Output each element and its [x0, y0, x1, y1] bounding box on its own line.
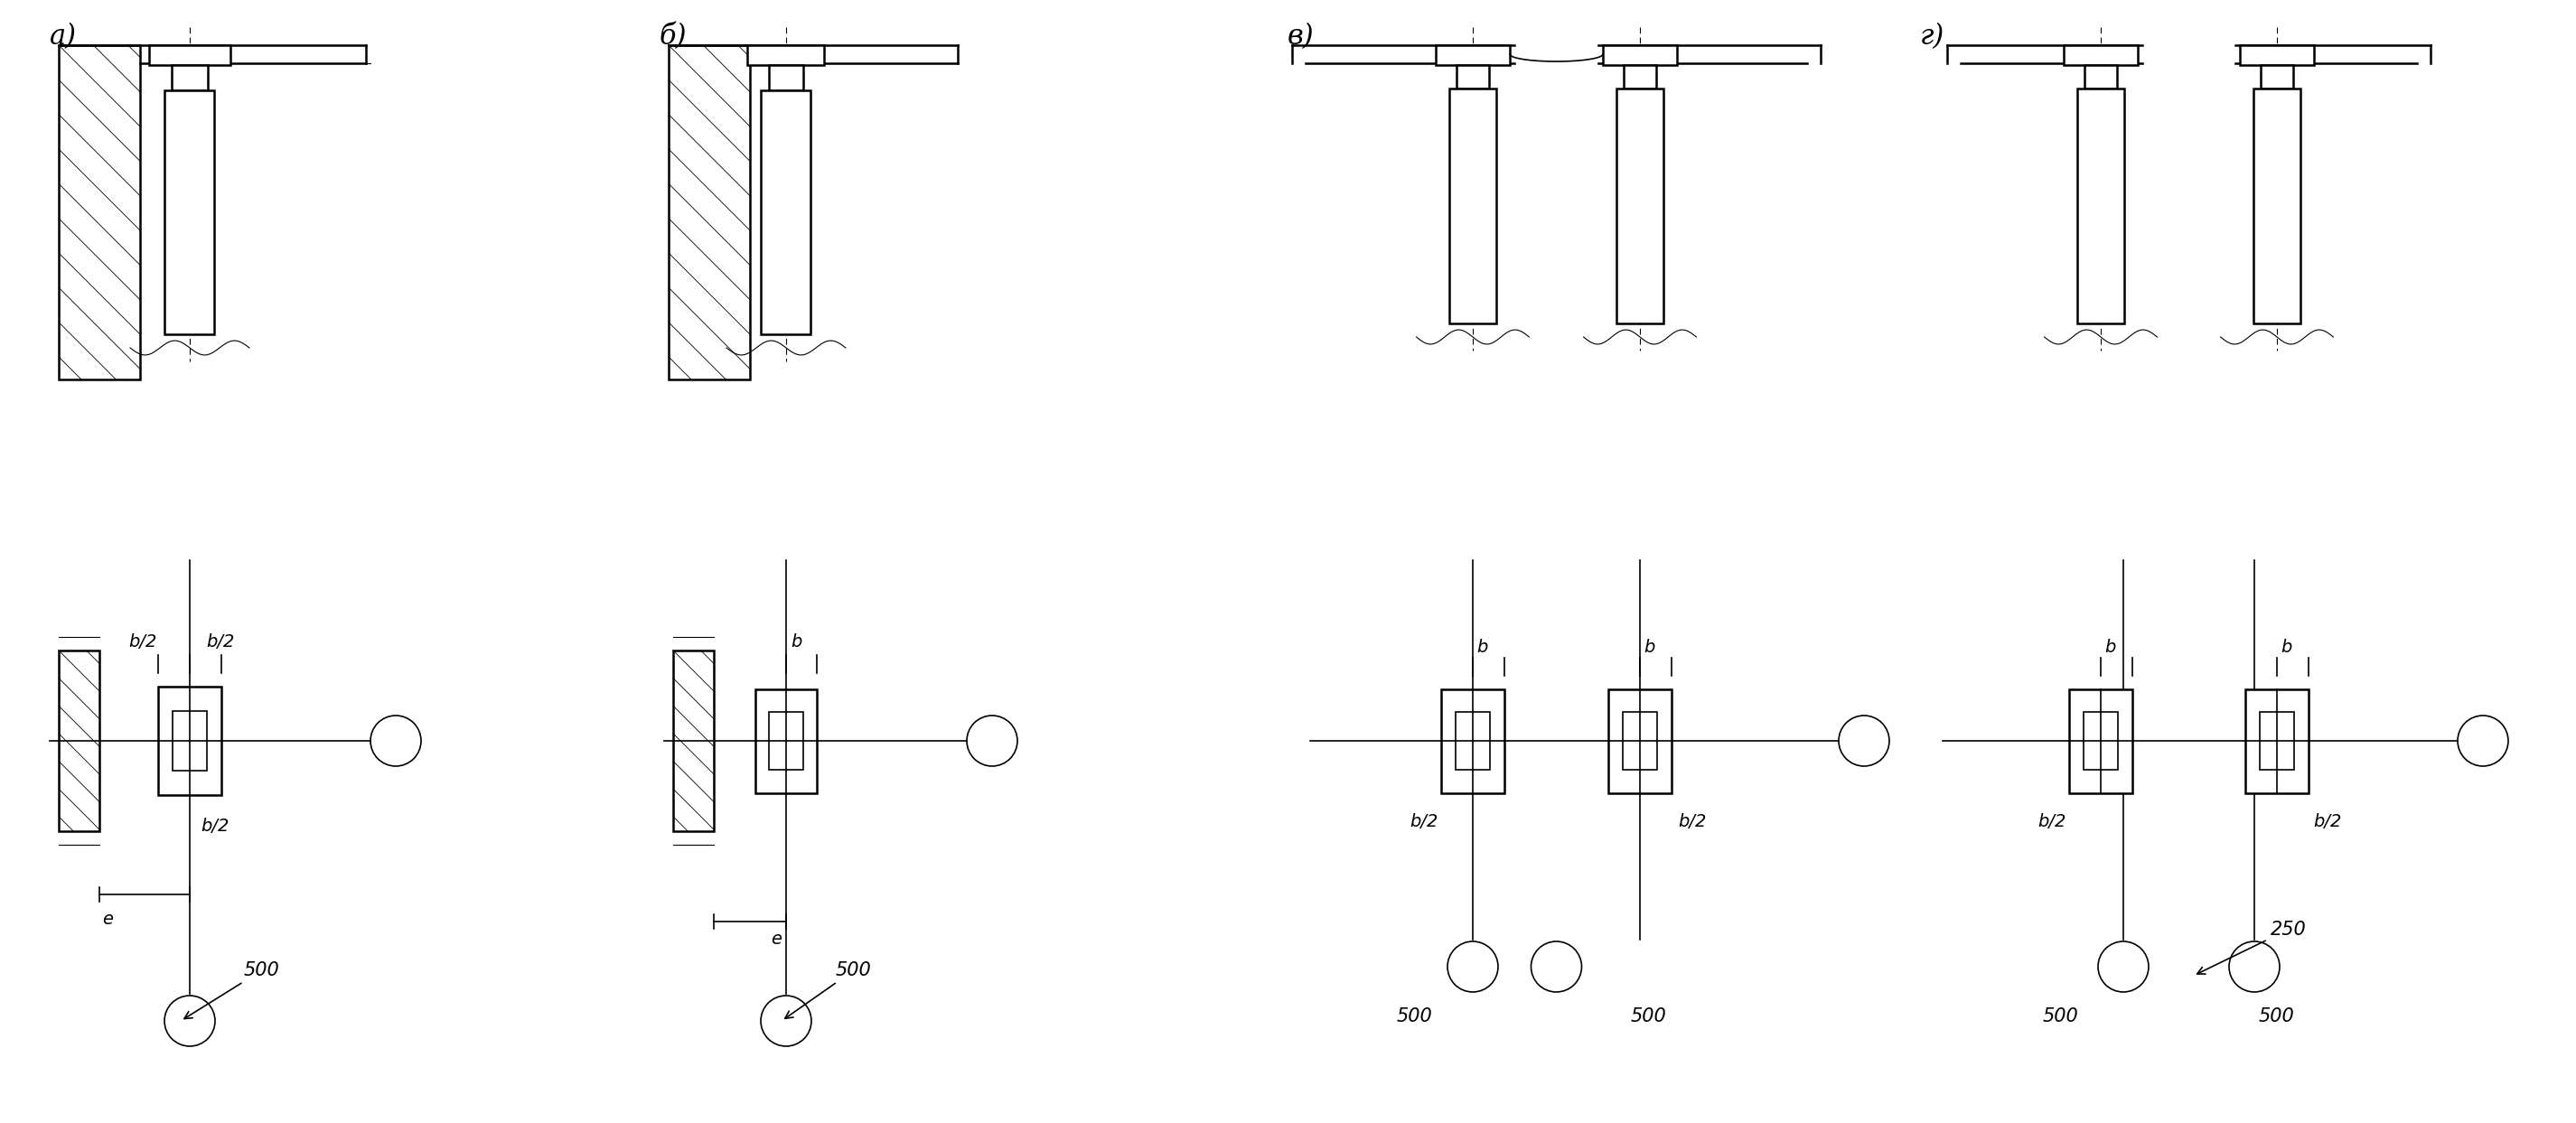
Text: b: b [1643, 639, 1654, 656]
Bar [1450, 89, 1497, 323]
Text: 250: 250 [2197, 921, 2306, 974]
Bar [770, 712, 804, 769]
Bar [59, 45, 139, 380]
Bar [1440, 688, 1504, 793]
Text: а): а) [49, 22, 77, 51]
Text: b/2: b/2 [2313, 813, 2342, 830]
Bar [149, 45, 229, 65]
Bar [1455, 712, 1489, 769]
Text: b/2: b/2 [1677, 813, 1705, 830]
Bar [2084, 712, 2117, 769]
Text: 500: 500 [786, 961, 871, 1019]
Bar [1455, 65, 1489, 89]
Bar [670, 45, 750, 380]
Text: 500: 500 [2043, 1007, 2079, 1025]
Bar [1607, 688, 1672, 793]
Bar [157, 686, 222, 795]
Bar [2259, 712, 2295, 769]
Text: b/2: b/2 [206, 633, 234, 650]
Bar [2063, 45, 2138, 65]
Text: e: e [103, 911, 113, 928]
Bar [672, 650, 714, 831]
Bar [747, 45, 824, 65]
Text: b: b [791, 633, 801, 650]
Bar [1435, 45, 1510, 65]
Text: b: b [1476, 639, 1486, 656]
Bar [2084, 65, 2117, 89]
Text: 500: 500 [1396, 1007, 1432, 1025]
Text: в): в) [1288, 22, 1314, 51]
Bar [2254, 89, 2300, 323]
Bar [1602, 45, 1677, 65]
Text: b/2: b/2 [201, 818, 229, 834]
Text: b: b [2105, 639, 2115, 656]
Bar [2076, 89, 2125, 323]
Text: 500: 500 [2259, 1007, 2295, 1025]
Bar [173, 65, 209, 90]
Text: b/2: b/2 [1409, 813, 1437, 830]
Bar [762, 90, 811, 335]
Text: 500: 500 [1631, 1007, 1667, 1025]
Bar [1623, 65, 1656, 89]
Text: б): б) [659, 22, 688, 51]
Bar [755, 688, 817, 793]
Text: b/2: b/2 [129, 633, 157, 650]
Bar [59, 650, 100, 831]
Bar [2246, 688, 2308, 793]
Text: г): г) [1919, 22, 1945, 51]
Text: e: e [770, 931, 781, 948]
Bar [768, 65, 804, 90]
Text: b/2: b/2 [2038, 813, 2066, 830]
Bar [165, 90, 214, 335]
Bar [2069, 688, 2133, 793]
Bar [2241, 45, 2313, 65]
Bar [1615, 89, 1664, 323]
Text: 500: 500 [185, 961, 281, 1019]
Bar [173, 711, 206, 770]
Text: b: b [2280, 639, 2293, 656]
Bar [1623, 712, 1656, 769]
Bar [2262, 65, 2293, 89]
